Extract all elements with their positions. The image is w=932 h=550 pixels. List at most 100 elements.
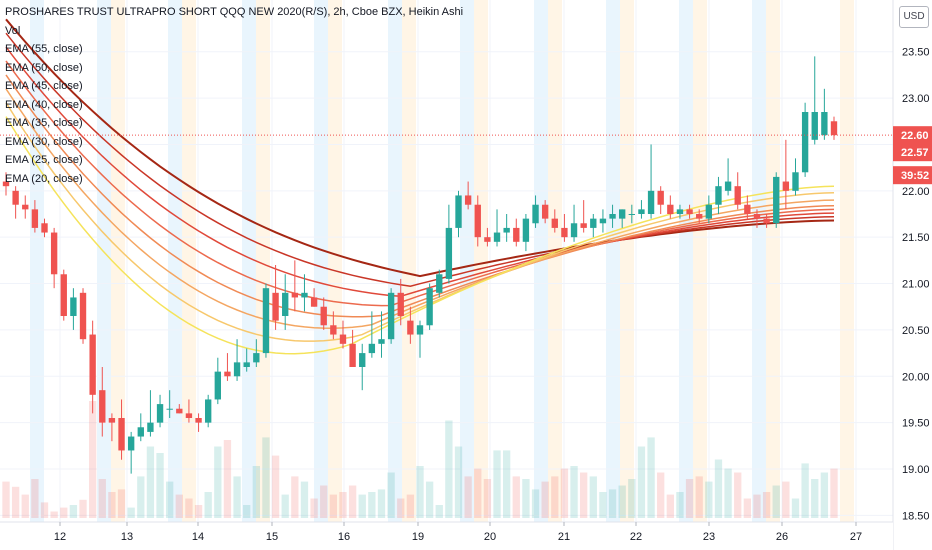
volume-bar [724, 468, 732, 518]
currency-button[interactable]: USD [899, 6, 929, 28]
volume-bar [483, 479, 492, 518]
candle-body [387, 292, 395, 340]
volume-bar [512, 476, 520, 518]
candle-body [282, 292, 289, 316]
candle-body [561, 227, 568, 238]
volume-bar [531, 489, 540, 518]
volume-bar [416, 466, 424, 518]
volume-bar [320, 485, 328, 518]
volume-bar [214, 446, 222, 518]
candle-body [349, 343, 356, 367]
volume-bar [522, 479, 530, 518]
candle-body [253, 353, 260, 363]
ema-line [5, 74, 835, 318]
candle-body [2, 181, 10, 187]
volume-bar [40, 502, 49, 518]
candle-body [570, 223, 578, 238]
price-tick-label: 18.50 [902, 510, 930, 522]
candlestick-series [2, 56, 838, 474]
candle-body [320, 306, 327, 326]
session-band [679, 0, 693, 522]
candle-body [147, 422, 154, 432]
session-band [388, 0, 402, 522]
volume-bar [60, 507, 68, 518]
volume-bar [666, 494, 674, 518]
volume-bar [608, 489, 617, 518]
volume-bar [2, 481, 10, 518]
volume-bar [387, 472, 395, 518]
candle-body [89, 334, 96, 395]
candle-body [792, 172, 799, 191]
price-tick-label: 20.50 [902, 325, 930, 337]
candle-body [445, 227, 453, 279]
candle-body [590, 218, 597, 228]
volume-bar [281, 494, 289, 518]
volume-bar [560, 468, 569, 518]
ema-line [5, 88, 835, 329]
price-tick-label: 21.50 [902, 232, 930, 244]
volume-bar [98, 479, 106, 518]
volume-bar [137, 476, 145, 518]
volume-bar [175, 494, 183, 518]
session-band [182, 0, 196, 522]
ema-line [5, 102, 835, 342]
candle-body [185, 413, 193, 418]
volume-bar [108, 492, 116, 518]
session-band [460, 0, 474, 522]
price-badge-label: 22.60 [901, 130, 929, 142]
candle-body [301, 292, 308, 298]
candle-body [484, 237, 491, 242]
session-band [314, 0, 328, 522]
candle-body [580, 223, 587, 228]
volume-bar [204, 492, 212, 518]
time-tick-label: 19 [412, 531, 424, 543]
volume-bar [368, 492, 376, 518]
volume-bar [11, 486, 20, 518]
candle-body [70, 297, 77, 316]
volume-bar [425, 481, 434, 518]
candle-body [368, 343, 376, 354]
candle-body [137, 427, 144, 437]
price-badges: 22.60 22.57 39:52 [893, 126, 932, 185]
candle-body [724, 181, 732, 191]
candle-body [243, 362, 250, 367]
candle-body [830, 121, 838, 136]
volume-bar [117, 489, 126, 518]
volume-bar [358, 494, 366, 518]
candle-body [41, 223, 48, 233]
session-band [256, 0, 270, 522]
candle-body [108, 418, 116, 423]
volume-bar [454, 446, 463, 518]
session-band [30, 0, 44, 522]
candle-body [50, 232, 58, 275]
session-band [242, 0, 256, 522]
volume-bar [830, 468, 838, 518]
candle-body [156, 404, 164, 423]
volume-bar [676, 492, 684, 518]
volume-bar [185, 498, 193, 518]
candle-body [359, 353, 366, 367]
price-badge [893, 143, 932, 162]
volume-bar [801, 463, 809, 518]
candle-body [176, 408, 183, 414]
volume-bar [435, 505, 443, 518]
candle-body [522, 218, 530, 242]
session-band [548, 0, 562, 522]
ema-ribbon [5, 18, 835, 355]
volume-bar [551, 476, 559, 518]
volume-bar [406, 494, 415, 518]
candle-body [773, 176, 780, 224]
price-tick-label: 21.00 [902, 279, 930, 291]
candle-body [224, 371, 231, 377]
candle-body [272, 292, 279, 321]
volume-bar [262, 437, 270, 518]
price-tick-label: 22.00 [902, 186, 930, 198]
candle-body [118, 418, 125, 451]
price-tick-label: 20.00 [902, 371, 930, 383]
time-tick-label: 26 [776, 531, 788, 543]
volume-bar [772, 485, 780, 518]
price-tick-label: 23.00 [902, 93, 930, 105]
price-tick-label: 19.00 [902, 464, 930, 476]
volume-bar [69, 505, 78, 518]
